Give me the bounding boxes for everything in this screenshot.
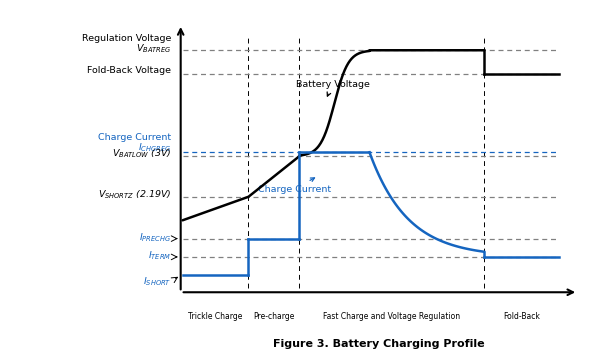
Text: Figure 3. Battery Charging Profile: Figure 3. Battery Charging Profile bbox=[272, 339, 485, 349]
Text: Trickle Charge: Trickle Charge bbox=[188, 312, 243, 321]
Text: Battery Voltage: Battery Voltage bbox=[296, 80, 370, 96]
Text: $I_{\mathregular{SHORT}}$: $I_{\mathregular{SHORT}}$ bbox=[143, 276, 171, 288]
Text: $V_{\mathregular{SHORTZ}}$ (2.19V): $V_{\mathregular{SHORTZ}}$ (2.19V) bbox=[98, 188, 171, 201]
Text: Charge Current: Charge Current bbox=[98, 132, 171, 142]
Text: $V_{\mathregular{BATLOW}}$ (3V): $V_{\mathregular{BATLOW}}$ (3V) bbox=[112, 148, 171, 160]
Text: $I_{\mathregular{CHGREG}}$: $I_{\mathregular{CHGREG}}$ bbox=[138, 141, 171, 154]
Text: Fold-Back Voltage: Fold-Back Voltage bbox=[87, 66, 171, 75]
Text: Charge Current: Charge Current bbox=[258, 178, 331, 194]
Text: $I_{\mathregular{TERM}}$: $I_{\mathregular{TERM}}$ bbox=[148, 250, 171, 262]
Text: Pre-charge: Pre-charge bbox=[253, 312, 294, 321]
Text: Regulation Voltage: Regulation Voltage bbox=[82, 34, 171, 43]
Text: $I_{\mathregular{PRECHG}}$: $I_{\mathregular{PRECHG}}$ bbox=[139, 231, 171, 243]
Text: Fast Charge and Voltage Regulation: Fast Charge and Voltage Regulation bbox=[323, 312, 460, 321]
Text: Fold-Back: Fold-Back bbox=[503, 312, 540, 321]
Text: $V_{\mathregular{BATREG}}$: $V_{\mathregular{BATREG}}$ bbox=[136, 43, 171, 55]
